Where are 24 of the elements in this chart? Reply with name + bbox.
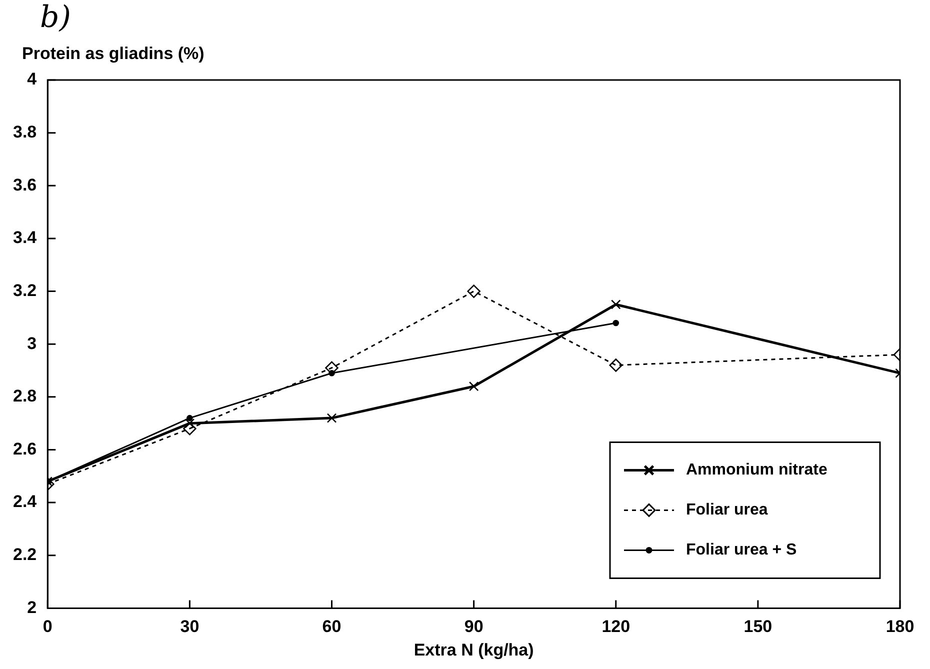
x-tick-label: 90 <box>464 617 484 636</box>
y-tick-label: 2 <box>27 598 37 617</box>
chart-title: b) <box>40 0 71 35</box>
y-tick-label: 3 <box>27 334 37 353</box>
x-tick-label: 30 <box>180 617 200 636</box>
y-axis-title: Protein as gliadins (%) <box>22 44 204 64</box>
y-tick-label: 2.8 <box>12 386 37 406</box>
x-tick-label: 180 <box>886 617 914 636</box>
x-tick-label: 120 <box>602 617 630 636</box>
legend-label: Foliar urea + S <box>686 542 798 559</box>
y-tick-label: 2.2 <box>12 545 37 564</box>
y-tick-label: 3.2 <box>12 280 37 300</box>
y-tick-label: 3.6 <box>12 175 37 194</box>
legend-label: Foliar urea <box>686 502 768 519</box>
legend-label: Ammonium nitrate <box>686 462 828 479</box>
y-tick-label: 4 <box>27 70 38 89</box>
y-tick-label: 2.6 <box>12 439 37 458</box>
y-tick-label: 3.8 <box>12 122 37 142</box>
x-tick-label: 150 <box>744 617 772 636</box>
x-axis-title: Extra N (kg/ha) <box>414 640 534 660</box>
x-tick-label: 60 <box>322 617 342 636</box>
y-tick-label: 2.4 <box>12 492 38 512</box>
y-tick-label: 3.4 <box>12 228 38 248</box>
x-tick-label: 0 <box>42 617 52 636</box>
